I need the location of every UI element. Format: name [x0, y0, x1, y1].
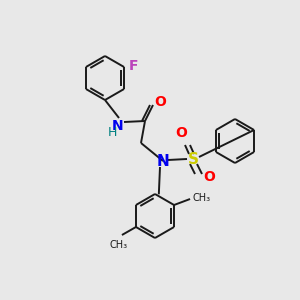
Text: F: F — [129, 59, 139, 73]
Text: O: O — [203, 170, 215, 184]
Text: O: O — [154, 95, 166, 109]
Text: O: O — [175, 126, 187, 140]
Text: H: H — [107, 126, 117, 139]
Text: S: S — [188, 152, 199, 166]
Text: CH₃: CH₃ — [192, 193, 210, 203]
Text: N: N — [157, 154, 169, 169]
Text: N: N — [112, 119, 124, 133]
Text: CH₃: CH₃ — [110, 240, 128, 250]
